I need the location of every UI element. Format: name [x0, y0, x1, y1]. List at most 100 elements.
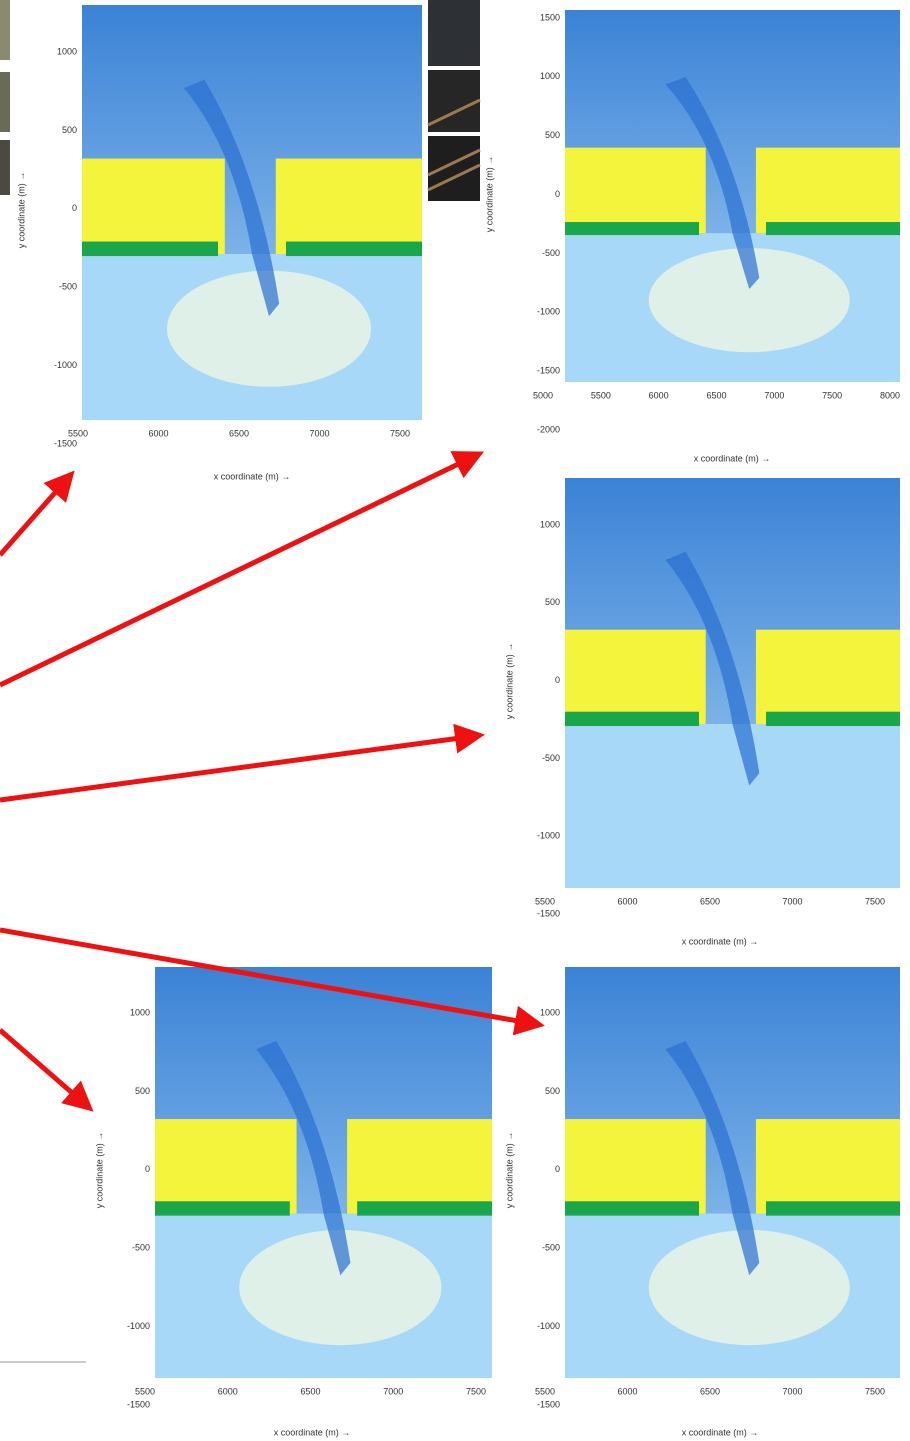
x-tick-label: 6000	[148, 428, 168, 438]
y-tick-label: -1500	[537, 1399, 560, 1409]
x-tick-label: 8000	[880, 390, 900, 400]
y-tick-label: 1000	[540, 519, 560, 529]
y-tick-label: -1500	[537, 366, 560, 376]
arrow	[0, 470, 75, 557]
sand-left	[82, 158, 225, 254]
sand-left	[565, 147, 706, 234]
x-tick-label: 5500	[135, 1386, 155, 1396]
x-tick-label: 7500	[466, 1386, 486, 1396]
x-tick-label: 7500	[865, 896, 885, 906]
x-tick-label: 7500	[822, 390, 842, 400]
y-tick-label: -500	[542, 753, 560, 763]
x-tick-label: 6500	[229, 428, 249, 438]
dune-right	[286, 241, 422, 257]
arrow	[0, 927, 545, 1036]
dune-right	[357, 1201, 492, 1216]
y-tick-label: 500	[545, 597, 560, 607]
x-tick-label: 5500	[535, 1386, 555, 1396]
plume	[256, 1040, 351, 1276]
arrow	[0, 451, 485, 688]
sand-right	[347, 1119, 492, 1214]
x-tick-label: 7000	[764, 390, 784, 400]
sand-right	[755, 629, 900, 724]
y-tick-label: -1500	[537, 908, 560, 918]
x-tick-label: 5000	[533, 390, 553, 400]
y-tick-label: 500	[62, 125, 77, 135]
y-tick-label: -1000	[54, 360, 77, 370]
y-tick-label: -500	[132, 1243, 150, 1253]
y-tick-label: -500	[542, 1243, 560, 1253]
y-tick-label: 500	[545, 1086, 560, 1096]
x-tick-label: 7500	[865, 1386, 885, 1396]
arrow	[0, 723, 485, 803]
y-tick-label: 1500	[540, 12, 560, 22]
y-tick-label: -1000	[537, 831, 560, 841]
y-tick-label: -1500	[127, 1399, 150, 1409]
panel: 5000 5500 6000 6500 7000 7500 8000150010005000…	[484, 10, 900, 463]
x-tick-label: 6000	[649, 390, 669, 400]
arrows	[0, 451, 545, 1112]
y-tick-label: 0	[72, 203, 77, 213]
y-axis-label: y coordinate (m) →	[94, 1132, 104, 1209]
y-tick-label: -500	[59, 282, 77, 292]
y-tick-label: 1000	[57, 46, 77, 56]
sand-right	[755, 147, 900, 234]
x-tick-label: 7000	[782, 896, 802, 906]
y-tick-label: -2000	[537, 424, 560, 434]
sand-left	[565, 629, 706, 724]
x-tick-label: 6000	[617, 896, 637, 906]
panels: 5500 6000 6500 7000 750010005000-500-1000-15…	[16, 5, 900, 1437]
dune-right	[766, 711, 900, 727]
x-tick-label: 7000	[309, 428, 329, 438]
x-tick-label: 6500	[300, 1386, 320, 1396]
x-tick-label: 6500	[700, 1386, 720, 1396]
y-tick-label: 500	[545, 130, 560, 140]
x-axis-label: x coordinate (m) →	[682, 1427, 759, 1437]
y-axis-label: y coordinate (m) →	[484, 156, 494, 233]
x-axis-label: x coordinate (m) →	[682, 936, 759, 946]
y-tick-label: 500	[135, 1086, 150, 1096]
x-tick-label: 5500	[591, 390, 611, 400]
y-axis-label: y coordinate (m) →	[16, 172, 26, 249]
dune-right	[766, 222, 900, 236]
x-axis-label: x coordinate (m) →	[694, 453, 771, 463]
x-axis-label: x coordinate (m) →	[214, 471, 291, 481]
y-axis-label: y coordinate (m) →	[504, 643, 514, 720]
y-tick-label: 0	[555, 1164, 560, 1174]
plume	[665, 551, 760, 786]
x-tick-label: 7500	[390, 428, 410, 438]
panel: 5500 6000 6500 7000 7500 1000 500 0 -500 -1000 -15…	[504, 478, 900, 946]
dune-left	[565, 222, 699, 236]
x-tick-label: 6500	[700, 896, 720, 906]
y-tick-label: 1000	[540, 71, 560, 81]
y-axis-label: y coordinate (m) →	[504, 1132, 514, 1209]
panel: 5500 6000 6500 7000 7500 1000 500 0 -500 -1000 -15…	[16, 5, 422, 481]
x-tick-label: 6500	[706, 390, 726, 400]
y-tick-label: -500	[542, 248, 560, 258]
x-axis-label: x coordinate (m) →	[274, 1427, 351, 1437]
dune-left	[82, 241, 218, 257]
plume	[184, 79, 280, 317]
x-tick-label: 5500	[535, 896, 555, 906]
x-tick-label: 6000	[617, 1386, 637, 1396]
y-tick-label: -1000	[127, 1321, 150, 1331]
sand-left	[565, 1119, 706, 1214]
plume	[665, 1040, 760, 1276]
plot-water	[565, 724, 900, 888]
y-tick-label: -1500	[54, 438, 77, 448]
plume	[665, 76, 760, 290]
y-tick-label: -1000	[537, 1321, 560, 1331]
y-tick-label: 0	[555, 675, 560, 685]
y-tick-label: 0	[145, 1164, 150, 1174]
x-tick-label: 5500	[68, 428, 88, 438]
y-tick-label: -1000	[537, 307, 560, 317]
sand-right	[275, 158, 422, 254]
dune-left	[565, 711, 699, 727]
panel: 5500 6000 6500 7000 7500 1000 500 0 -500 -1000 -15…	[504, 967, 900, 1437]
panel: 5500 6000 6500 7000 7500 1000 500 0 -500 -1000 -15…	[94, 967, 492, 1437]
dune-left	[565, 1201, 699, 1216]
arrow	[0, 1028, 94, 1112]
x-tick-label: 7000	[782, 1386, 802, 1396]
y-tick-label: 0	[555, 189, 560, 199]
